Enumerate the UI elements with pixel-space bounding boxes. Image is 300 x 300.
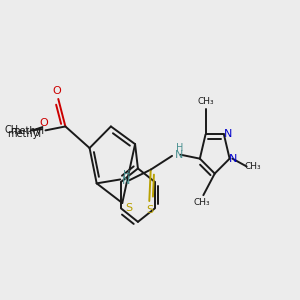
Text: CH₃: CH₃ xyxy=(197,98,214,106)
Text: methyl: methyl xyxy=(7,129,41,139)
Text: CH₃: CH₃ xyxy=(194,198,210,207)
Text: S: S xyxy=(146,205,153,215)
Text: N: N xyxy=(224,130,232,140)
Text: H: H xyxy=(176,143,183,153)
Text: N: N xyxy=(122,176,130,186)
Text: O: O xyxy=(40,118,48,128)
Text: S: S xyxy=(125,203,132,213)
Text: O: O xyxy=(52,86,61,96)
Text: CH₃: CH₃ xyxy=(4,125,23,135)
Text: N: N xyxy=(229,154,238,164)
Text: H: H xyxy=(123,170,131,180)
Text: methyl: methyl xyxy=(11,126,45,136)
Text: N: N xyxy=(174,150,183,160)
Text: CH₃: CH₃ xyxy=(244,162,261,171)
